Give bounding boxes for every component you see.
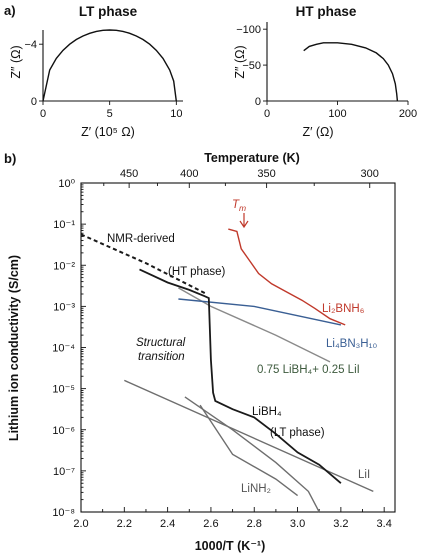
lt-xtick-label: 5 xyxy=(107,108,113,120)
temperature-tick-label: 350 xyxy=(257,168,275,180)
xtick-label: 3.2 xyxy=(333,518,348,530)
transition-label: transition xyxy=(138,351,185,363)
li4bn3h10-label: Li₄BN₃H₁₀ xyxy=(326,338,377,350)
tm-label: Tm xyxy=(232,199,246,213)
ytick-label: 10⁻⁷ xyxy=(53,466,75,478)
series-line xyxy=(184,396,320,513)
lt-title: LT phase xyxy=(79,4,138,19)
ytick-label: 10⁻⁸ xyxy=(52,507,75,519)
ht-axis-lines xyxy=(266,22,408,102)
lt-xlabel: Z′ (10⁵ Ω) xyxy=(81,125,135,139)
libh4-label: LiBH₄ xyxy=(252,406,282,418)
conductivity-chart: Temperature (K) 2.0 2.2 2.4 2.6 2.8 3.0 3.2 3.4… xyxy=(7,151,396,553)
ht-phase-label: (HT phase) xyxy=(168,266,225,278)
ht-ytick-label: −100 xyxy=(236,24,261,36)
ht-ytick-label: −50 xyxy=(242,60,261,72)
series-line xyxy=(199,404,299,497)
temperature-axis-label: Temperature (K) xyxy=(204,151,300,165)
ht-impedance-arc xyxy=(303,42,399,102)
lt-xtick-label: 10 xyxy=(170,108,182,120)
xtick-label: 2.2 xyxy=(117,518,132,530)
xtick-label: 2.6 xyxy=(203,518,218,530)
series-line xyxy=(178,287,331,363)
ht-xtick-label: 0 xyxy=(264,108,270,120)
lt-impedance-arc xyxy=(42,29,177,102)
xtick-label: 2.4 xyxy=(160,518,175,530)
ht-title: HT phase xyxy=(296,4,357,19)
lt-phase-label: (LT phase) xyxy=(270,427,325,439)
li2bnh6-label: Li₂BNH₆ xyxy=(322,303,365,315)
ytick-label: 10⁻² xyxy=(53,260,75,272)
ht-phase-chart: HT phase 0 100 200 0 −50 −100 Z′ (Ω) Z″ (Ω) xyxy=(233,4,417,139)
conductivity-series xyxy=(80,228,374,513)
lt-phase-chart: LT phase 0 5 10 0 −4 Z′ (10⁵ Ω) Z″ (Ω) xyxy=(9,4,183,139)
conductivity-ylabel: Lithium ion conductivity (S/cm) xyxy=(7,255,21,441)
conductivity-axes: 2.0 2.2 2.4 2.6 2.8 3.0 3.2 3.4 10⁰ 10⁻¹ 10⁻² 10⁻³ 1… xyxy=(52,168,396,530)
ht-ytick-label: 0 xyxy=(255,96,261,108)
ytick-label: 10⁰ xyxy=(58,178,75,190)
xtick-label: 3.4 xyxy=(377,518,392,530)
ht-xtick-label: 200 xyxy=(399,108,417,120)
ytick-label: 10⁻⁴ xyxy=(52,343,75,355)
xtick-label: 2.0 xyxy=(73,518,88,530)
series-line xyxy=(178,298,342,326)
lt-ytick-label: −4 xyxy=(24,39,37,51)
tm-arrow-icon xyxy=(239,213,249,229)
tm-main: T xyxy=(232,199,240,211)
series-line xyxy=(124,379,374,493)
ytick-label: 10⁻⁶ xyxy=(52,425,75,437)
lt-axis-lines xyxy=(42,30,183,102)
xtick-label: 2.8 xyxy=(247,518,262,530)
tm-subscript: m xyxy=(239,203,246,213)
lt-ylabel: Z″ (Ω) xyxy=(9,45,23,78)
conductivity-xlabel: 1000/T (K⁻¹) xyxy=(195,539,266,553)
ytick-label: 10⁻¹ xyxy=(53,219,75,231)
series-line xyxy=(228,228,346,326)
temperature-tick-label: 400 xyxy=(180,168,198,180)
ytick-label: 10⁻³ xyxy=(53,301,75,313)
series-line xyxy=(139,268,342,484)
panel-a-label: a) xyxy=(4,3,16,18)
ht-ylabel: Z″ (Ω) xyxy=(233,45,247,78)
temperature-tick-label: 450 xyxy=(120,168,138,180)
xtick-label: 3.0 xyxy=(290,518,305,530)
mix-label: 0.75 LiBH₄+ 0.25 LiI xyxy=(257,364,360,376)
lii-label: LiI xyxy=(358,469,370,481)
ytick-label: 10⁻⁵ xyxy=(52,384,75,396)
nmr-derived-label: NMR-derived xyxy=(107,233,175,245)
structural-label: Structural xyxy=(136,337,186,349)
ht-axes: 0 100 200 0 −50 −100 xyxy=(236,22,417,120)
lt-xtick-label: 0 xyxy=(40,108,46,120)
series-line xyxy=(80,233,208,295)
lt-ytick-label: 0 xyxy=(31,96,37,108)
ht-xtick-label: 100 xyxy=(328,108,346,120)
panel-b-label: b) xyxy=(4,151,16,166)
linh2-label: LiNH₂ xyxy=(241,483,271,495)
temperature-tick-label: 300 xyxy=(361,168,379,180)
ht-xlabel: Z′ (Ω) xyxy=(302,125,333,139)
